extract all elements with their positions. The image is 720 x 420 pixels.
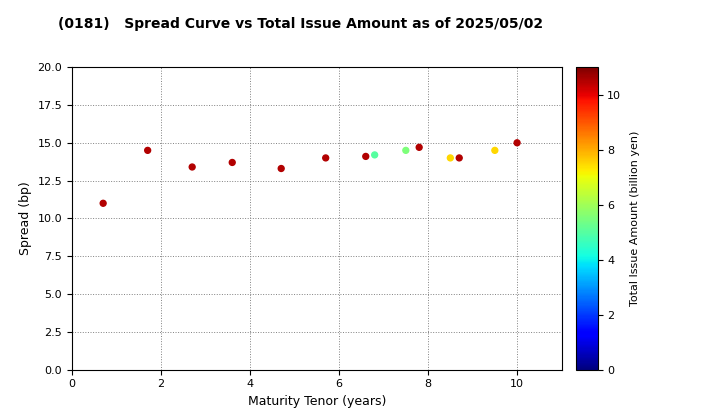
Point xyxy=(454,155,465,161)
Point xyxy=(227,159,238,166)
Point xyxy=(320,155,331,161)
Point xyxy=(97,200,109,207)
Point xyxy=(489,147,500,154)
X-axis label: Maturity Tenor (years): Maturity Tenor (years) xyxy=(248,395,386,408)
Point xyxy=(360,153,372,160)
Point xyxy=(400,147,412,154)
Point xyxy=(142,147,153,154)
Point xyxy=(276,165,287,172)
Point xyxy=(413,144,425,151)
Point xyxy=(511,139,523,146)
Point xyxy=(186,164,198,171)
Y-axis label: Total Issue Amount (billion yen): Total Issue Amount (billion yen) xyxy=(630,131,639,306)
Text: (0181)   Spread Curve vs Total Issue Amount as of 2025/05/02: (0181) Spread Curve vs Total Issue Amoun… xyxy=(58,17,543,31)
Point xyxy=(444,155,456,161)
Y-axis label: Spread (bp): Spread (bp) xyxy=(19,181,32,255)
Point xyxy=(369,152,380,158)
